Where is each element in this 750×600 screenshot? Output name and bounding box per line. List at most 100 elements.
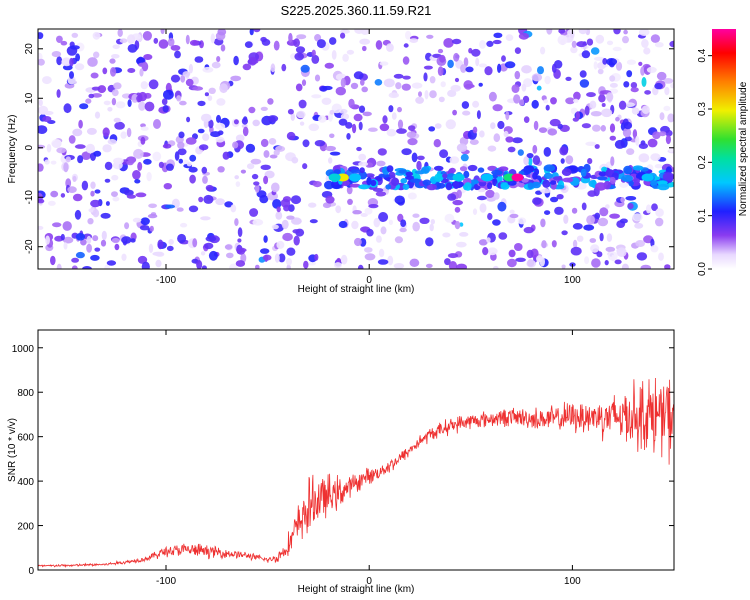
spectrogram-cell: [189, 174, 196, 184]
spectrogram-cell: [325, 195, 335, 204]
spectrogram-cell: [210, 33, 215, 44]
spectrogram-cell: [493, 32, 503, 38]
spectrogram-cell: [311, 54, 320, 64]
spectrogram-cell: [340, 254, 348, 265]
spectrogram-cell: [627, 203, 634, 210]
spectrogram-cell: [440, 81, 446, 88]
spectrogram-band-cell: [549, 180, 557, 185]
spectrogram-cell: [386, 128, 397, 137]
spectrogram-cell: [260, 164, 271, 170]
y-tick-label: -10: [24, 190, 35, 205]
spectrogram-cell: [197, 128, 205, 134]
spectrogram-cell: [192, 238, 198, 248]
spectrogram-cell: [127, 34, 136, 44]
spectrogram-cell: [52, 222, 62, 228]
spectrogram-cell: [388, 219, 393, 225]
spectrogram-cell: [486, 40, 494, 48]
spectrogram-cell: [208, 250, 218, 261]
spectrogram-cell: [361, 86, 369, 93]
spectrogram-cell: [402, 75, 411, 80]
spectrogram-cell: [97, 85, 107, 94]
spectrogram-cell: [376, 160, 386, 167]
spectrogram-cell: [201, 166, 208, 174]
spectrogram-frame: [37, 28, 675, 270]
spectrogram-cell: [609, 123, 616, 133]
spectrogram-cell: [38, 163, 44, 172]
spectrogram-cell: [438, 96, 445, 103]
colorbar-ticks: 0.0 0.1 0.2 0.3 0.4: [697, 48, 712, 276]
spectrogram-band-cell: [391, 177, 400, 186]
spectrogram-cell: [465, 66, 474, 73]
spectrogram-cell: [356, 146, 362, 152]
spectrogram-cell: [544, 210, 551, 216]
spectrogram-cell: [650, 153, 661, 162]
spectrogram-cell: [56, 35, 63, 43]
spectrogram-cell: [597, 217, 609, 227]
spectrogram-cell: [290, 195, 302, 205]
spectrogram-cell: [268, 138, 277, 145]
spectrogram-cell: [164, 204, 176, 209]
spectrogram-cell: [80, 238, 87, 246]
spectrogram-cell: [598, 94, 606, 103]
spectrogram-cell: [263, 235, 268, 243]
spectrogram-cell: [579, 70, 587, 78]
spectrogram-cell: [107, 107, 113, 112]
spectrogram-cell: [295, 46, 306, 54]
spectrogram-cell: [623, 29, 628, 35]
spectrogram-cell: [459, 232, 469, 237]
spectrogram-cell: [557, 35, 568, 45]
spectrogram-cell: [556, 194, 564, 200]
spectrogram-cell: [583, 224, 595, 231]
spectrogram-cell: [113, 117, 121, 123]
spectrogram-cell: [245, 143, 256, 153]
spectrogram-cell: [533, 120, 539, 131]
spectrogram-cell: [185, 78, 194, 87]
spectrogram-cell: [241, 117, 248, 125]
spectrogram-cell: [346, 49, 355, 55]
spectrogram-cell: [295, 83, 303, 92]
spectrogram-band-cell: [358, 184, 370, 190]
spectrogram-band-cell: [543, 164, 556, 172]
spectrogram-cell: [599, 232, 604, 242]
spectrogram-cell: [74, 63, 85, 71]
spectrogram-cell: [255, 264, 260, 269]
spectrogram-cell: [517, 149, 524, 156]
spectrogram-cell: [102, 67, 108, 75]
spectrogram-cell: [387, 255, 394, 266]
spectrogram-cell: [454, 77, 460, 83]
spectrogram-cell: [286, 258, 292, 266]
spectrogram-cell: [531, 73, 543, 82]
spectrogram-cell: [140, 126, 149, 131]
spectrogram-cell: [251, 173, 259, 180]
spectrogram-cell: [182, 71, 191, 77]
spectrogram-cell: [42, 116, 52, 122]
spectrogram-cell: [229, 263, 238, 269]
spectrogram-cell: [614, 139, 626, 149]
spectrogram-cell: [92, 235, 99, 242]
spectrogram-cell: [180, 74, 186, 83]
spectrogram-cell: [478, 239, 488, 246]
spectrogram-cell: [593, 61, 598, 70]
spectrogram-cell: [38, 125, 48, 134]
spectrogram-cell: [654, 42, 664, 48]
spectrogram-cell: [576, 235, 584, 242]
spectrogram-cell: [162, 143, 172, 149]
spectrogram-cell: [450, 84, 461, 92]
spectrogram-cell: [528, 156, 533, 167]
spectrogram-band-cell: [452, 181, 460, 189]
spectrogram-cell: [412, 221, 421, 232]
spectrogram-cell: [570, 46, 578, 54]
spectrogram-cell: [177, 141, 185, 149]
spectrogram-cell: [60, 40, 68, 46]
spectrogram-band-cell: [388, 171, 396, 179]
spectrogram-cell: [100, 239, 107, 247]
spectrogram-band-cell: [448, 167, 456, 174]
spectrogram-cell: [624, 102, 636, 107]
spectrogram-peak: [328, 173, 341, 182]
spectrogram-cell: [186, 116, 191, 123]
spectrogram-cell: [67, 76, 76, 85]
spectrogram-cell: [565, 97, 575, 105]
spectrogram-cell: [664, 264, 671, 269]
